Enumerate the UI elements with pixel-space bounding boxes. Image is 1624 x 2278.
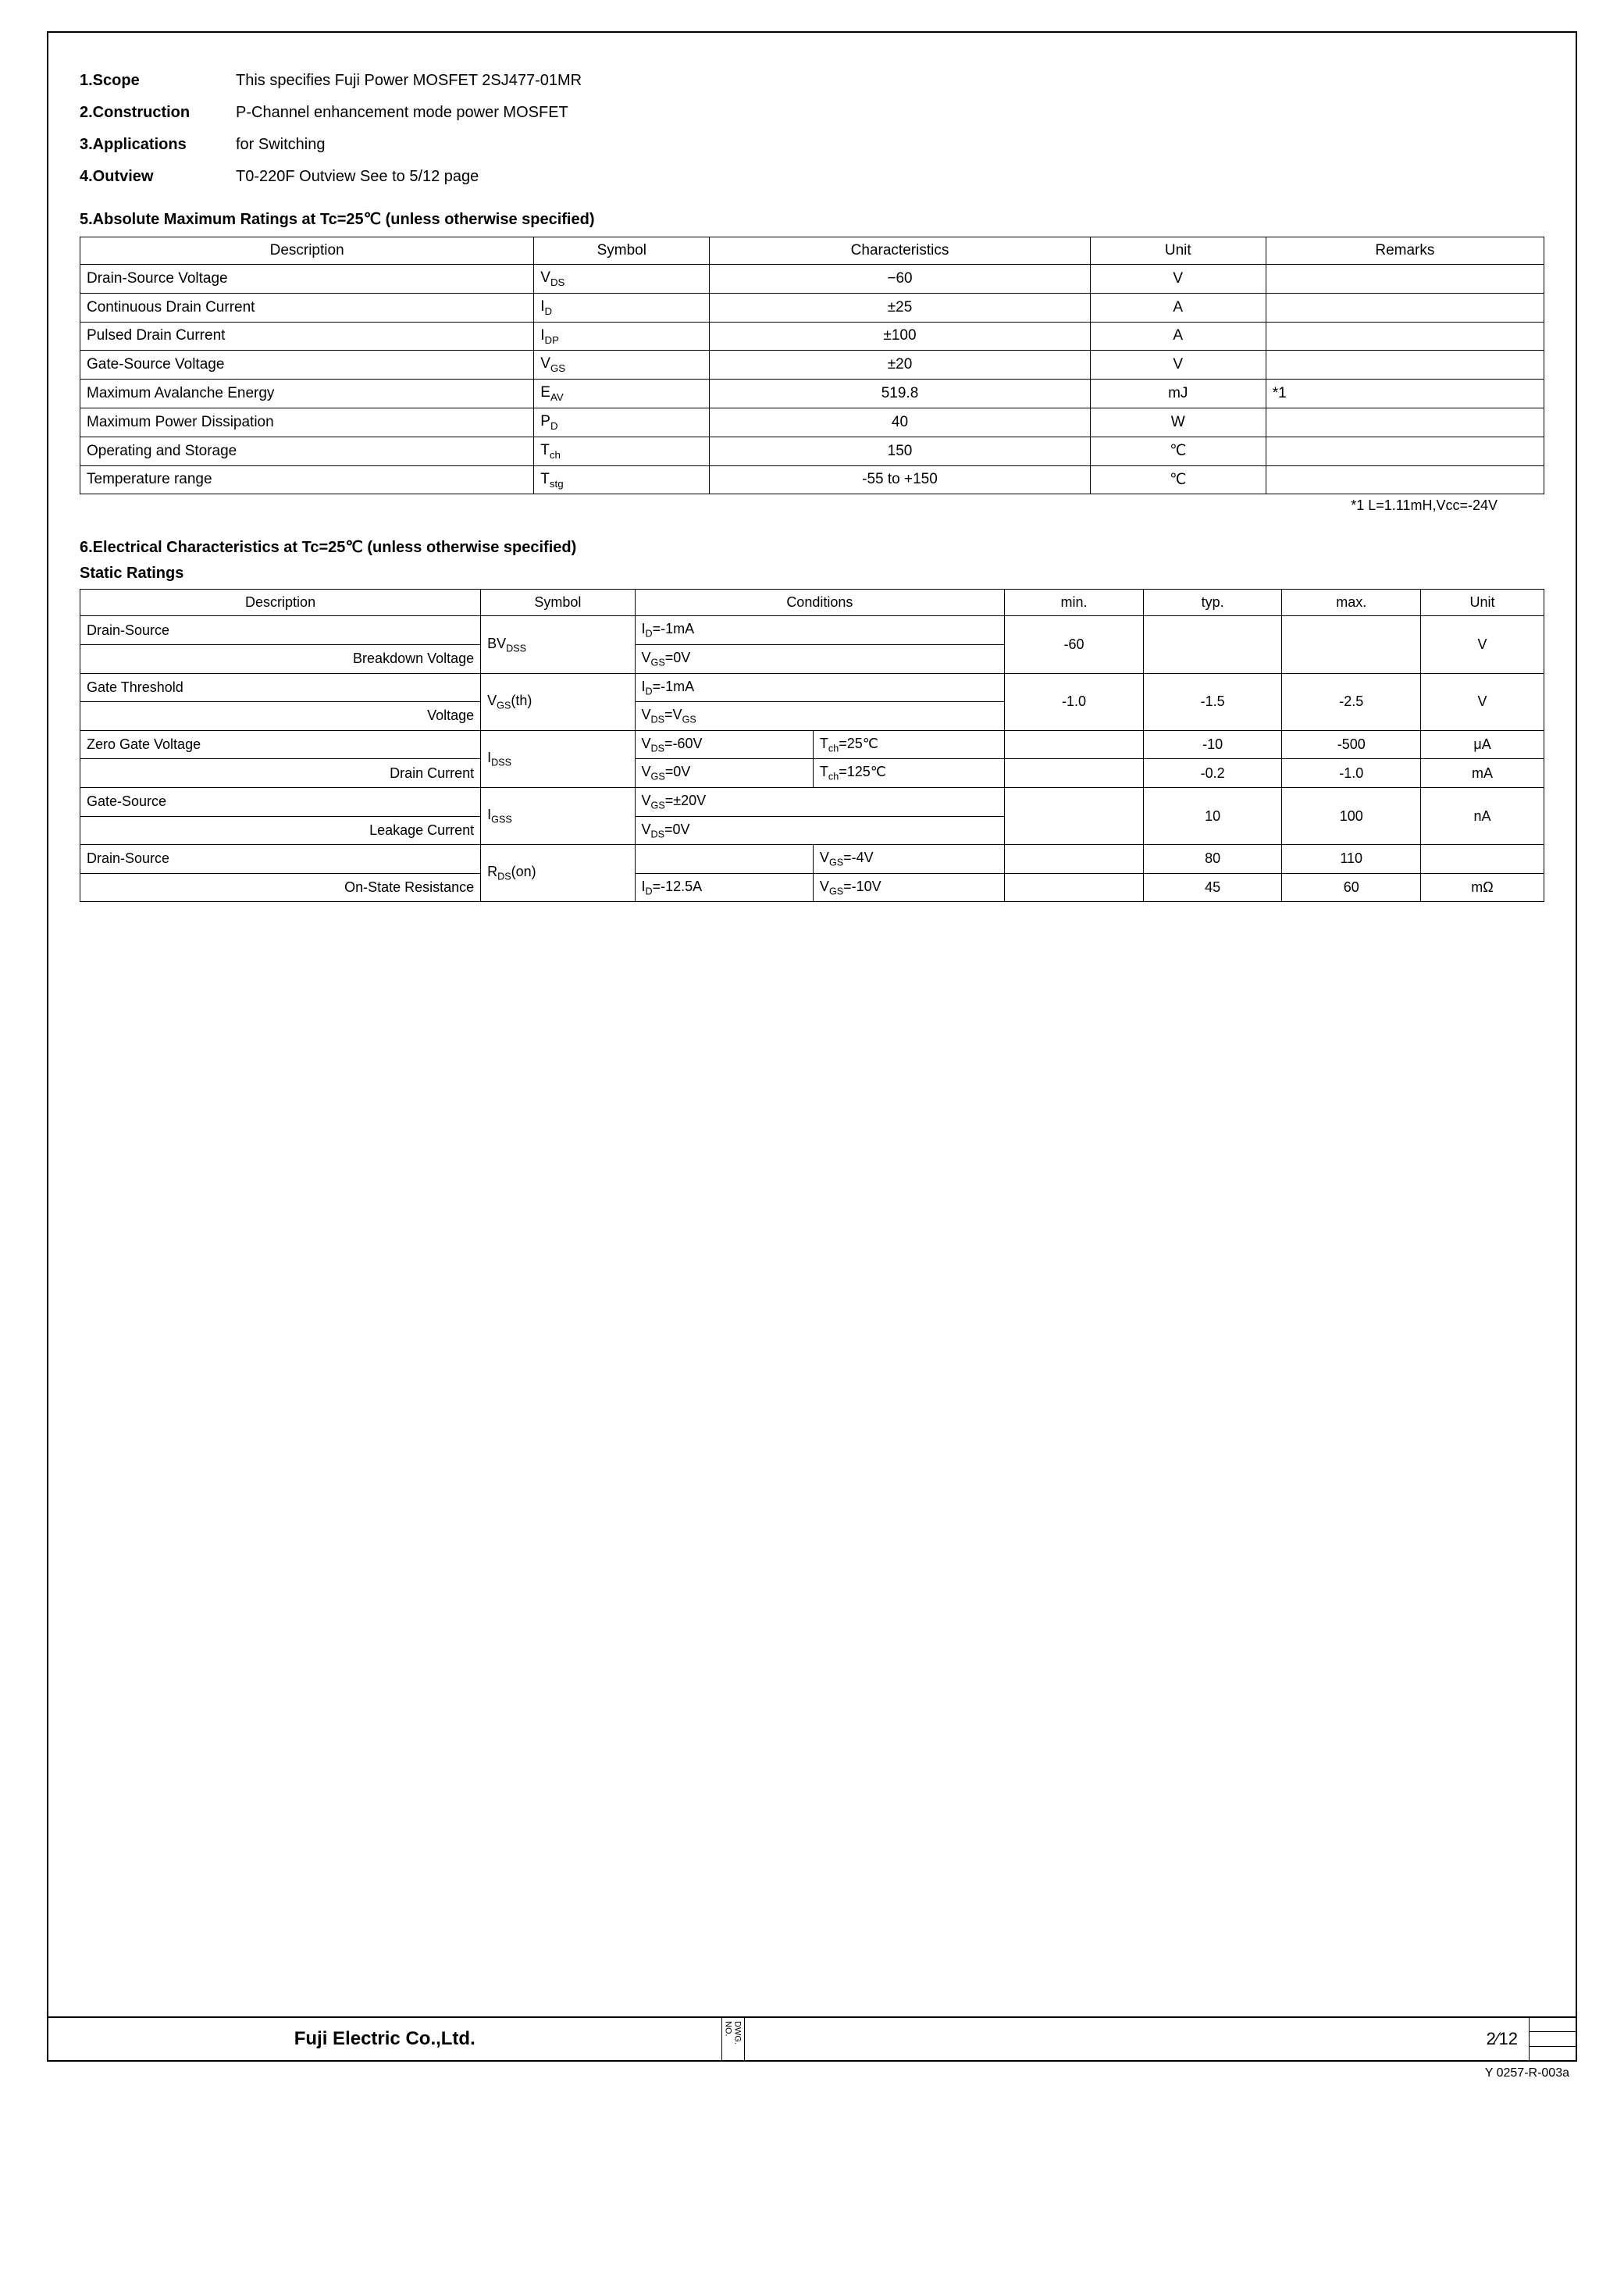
dwg-no-label: DWG. NO. <box>722 2018 745 2060</box>
table-header-row: Description Symbol Characteristics Unit … <box>80 237 1544 265</box>
table-row: Gate-Source IGSS VGS=±20V 10 100 nA <box>80 787 1544 816</box>
table-row: Maximum Avalanche EnergyEAV519.8mJ*1 <box>80 380 1544 408</box>
table-row: Maximum Power DissipationPD40W <box>80 408 1544 437</box>
section-outview: 4.Outview T0-220F Outview See to 5/12 pa… <box>80 168 1544 186</box>
applications-label: 3.Applications <box>80 136 236 154</box>
table-row: Gate-Source VoltageVGS±20V <box>80 351 1544 380</box>
table2-heading: 6.Electrical Characteristics at Tc=25℃ (… <box>80 537 1544 557</box>
col-symbol: Symbol <box>534 237 710 265</box>
table-row: Zero Gate Voltage IDSS VDS=-60V Tch=25℃ … <box>80 730 1544 759</box>
electrical-characteristics-table: Description Symbol Conditions min. typ. … <box>80 589 1544 902</box>
construction-text: P-Channel enhancement mode power MOSFET <box>236 104 568 122</box>
table-row: Drain-Source VoltageVDS−60V <box>80 265 1544 294</box>
construction-label: 2.Construction <box>80 104 236 122</box>
section-scope: 1.Scope This specifies Fuji Power MOSFET… <box>80 72 1544 90</box>
page-footer: Fuji Electric Co.,Ltd. DWG. NO. 2⁄12 <box>48 2016 1576 2060</box>
company-name: Fuji Electric Co.,Ltd. <box>48 2018 722 2060</box>
col-description: Description <box>80 237 534 265</box>
scope-label: 1.Scope <box>80 72 236 90</box>
col-unit: Unit <box>1090 237 1266 265</box>
table-header-row: Description Symbol Conditions min. typ. … <box>80 590 1544 616</box>
datasheet-page: 1.Scope This specifies Fuji Power MOSFET… <box>47 31 1577 2062</box>
col-characteristics: Characteristics <box>710 237 1091 265</box>
table-row: Drain Current VGS=0V Tch=125℃ -0.2 -1.0 … <box>80 759 1544 788</box>
absolute-max-ratings-table: Description Symbol Characteristics Unit … <box>80 237 1544 494</box>
scope-text: This specifies Fuji Power MOSFET 2SJ477-… <box>236 72 582 90</box>
col-remarks: Remarks <box>1266 237 1544 265</box>
table-row: Drain-Source RDS(on) VGS=-4V 80 110 <box>80 845 1544 874</box>
table-row: Gate Threshold VGS(th) ID=-1mA -1.0 -1.5… <box>80 673 1544 702</box>
table2-subheading: Static Ratings <box>80 565 1544 583</box>
table-row: Pulsed Drain CurrentIDP±100A <box>80 322 1544 351</box>
document-code: Y 0257-R-003a <box>47 2066 1577 2080</box>
section-applications: 3.Applications for Switching <box>80 136 1544 154</box>
table-row: Drain-Source BVDSS ID=-1mA -60 V <box>80 616 1544 645</box>
section-construction: 2.Construction P-Channel enhancement mod… <box>80 104 1544 122</box>
table-row: On-State Resistance ID=-12.5A VGS=-10V 4… <box>80 873 1544 902</box>
table1-footnote: *1 L=1.11mH,Vcc=-24V <box>80 497 1544 514</box>
applications-text: for Switching <box>236 136 326 154</box>
outview-label: 4.Outview <box>80 168 236 186</box>
table1-heading: 5.Absolute Maximum Ratings at Tc=25℃ (un… <box>80 209 1544 229</box>
table-row: Continuous Drain CurrentID±25A <box>80 293 1544 322</box>
table-row: Operating and StorageTch150℃ <box>80 437 1544 465</box>
footer-boxes <box>1529 2018 1576 2060</box>
page-number: 2⁄12 <box>1476 2018 1529 2060</box>
footer-spacer <box>745 2018 1476 2060</box>
outview-text: T0-220F Outview See to 5/12 page <box>236 168 479 186</box>
table-row: Temperature rangeTstg-55 to +150℃ <box>80 465 1544 494</box>
